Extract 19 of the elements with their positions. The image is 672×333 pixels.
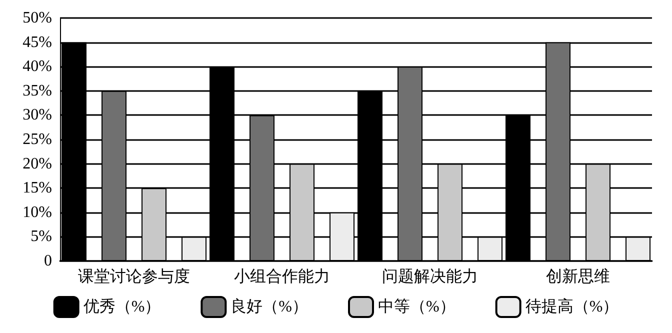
y-tick-label: 25% (22, 131, 52, 148)
legend-label: 中等（%） (378, 298, 456, 316)
x-tick-label: 问题解决能力 (382, 268, 478, 286)
x-tick-label: 小组合作能力 (234, 268, 330, 286)
y-tick-label: 0 (44, 252, 52, 270)
y-tick-label: 35% (22, 82, 52, 100)
x-tick-label: 课堂讨论参与度 (78, 268, 190, 286)
y-tick-label: 10% (22, 204, 52, 221)
y-tick-label: 5% (30, 228, 52, 246)
legend-label: 待提高（%） (525, 298, 619, 316)
x-tick-label: 创新思维 (546, 268, 610, 286)
y-tick-label: 30% (22, 106, 52, 124)
y-tick-label: 45% (22, 34, 52, 51)
y-tick-label: 20% (22, 155, 52, 172)
y-tick-label: 50% (22, 10, 52, 26)
y-tick-label: 40% (22, 58, 52, 76)
legend-label: 良好（%） (230, 298, 308, 316)
y-tick-label: 15% (22, 180, 52, 197)
legend-label: 优秀（%） (83, 298, 161, 316)
